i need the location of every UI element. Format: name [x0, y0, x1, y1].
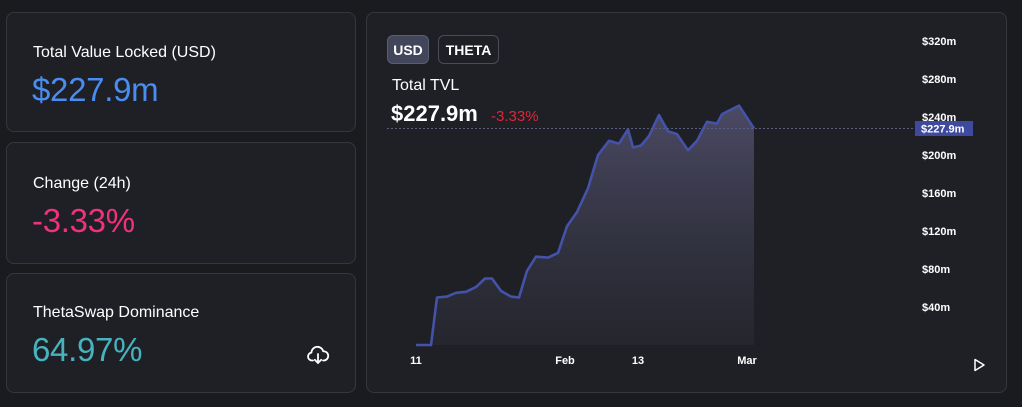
tvl-value: $227.9m — [32, 71, 159, 108]
y-axis-tick-label: $160m — [922, 188, 956, 200]
y-axis-tick-label: $120m — [922, 226, 956, 238]
x-axis-tick-label: 13 — [632, 355, 644, 367]
y-axis-tick-label: $200m — [922, 150, 956, 162]
change-value: -3.33% — [32, 202, 135, 239]
x-axis-tick-label: 11 — [410, 355, 422, 367]
change-label: Change (24h) — [33, 175, 131, 192]
y-axis-tick-label: $80m — [922, 264, 950, 276]
dominance-card: ThetaSwap Dominance 64.97% — [6, 273, 356, 393]
tvl-area-fill — [416, 105, 754, 345]
y-axis-tick-label: $280m — [922, 74, 956, 86]
tvl-chart-card: USD THETA Total TVL $227.9m -3.33% $40m $… — [366, 12, 1007, 393]
tvl-series-line — [416, 104, 756, 347]
current-value-tag-label: $227.9m — [921, 123, 965, 135]
y-axis-tick-label: $40m — [922, 302, 950, 314]
tvl-label: Total Value Locked (USD) — [33, 44, 216, 61]
chart-change-value: -3.33% — [491, 108, 539, 125]
chart-current-value: $227.9m — [391, 101, 478, 126]
x-axis-tick-label: Mar — [737, 355, 757, 367]
tvl-card: Total Value Locked (USD) $227.9m — [6, 12, 356, 132]
change-card: Change (24h) -3.33% — [6, 142, 356, 264]
theta-toggle-button[interactable]: THETA — [438, 35, 499, 64]
current-value-tag — [915, 120, 973, 136]
dominance-value: 64.97% — [32, 331, 143, 368]
tvl-chart[interactable]: $40m$80m$120m$160m$200m$240m$280m$320m$3… — [367, 13, 1008, 394]
x-axis-tick-label: Feb — [555, 355, 575, 367]
cloud-download-icon[interactable] — [305, 342, 331, 368]
usd-toggle-button[interactable]: USD — [387, 35, 429, 64]
y-axis-tick-label: $320m — [922, 36, 956, 48]
play-icon[interactable] — [971, 357, 987, 373]
chart-title: Total TVL — [392, 77, 460, 94]
dominance-label: ThetaSwap Dominance — [33, 304, 200, 321]
